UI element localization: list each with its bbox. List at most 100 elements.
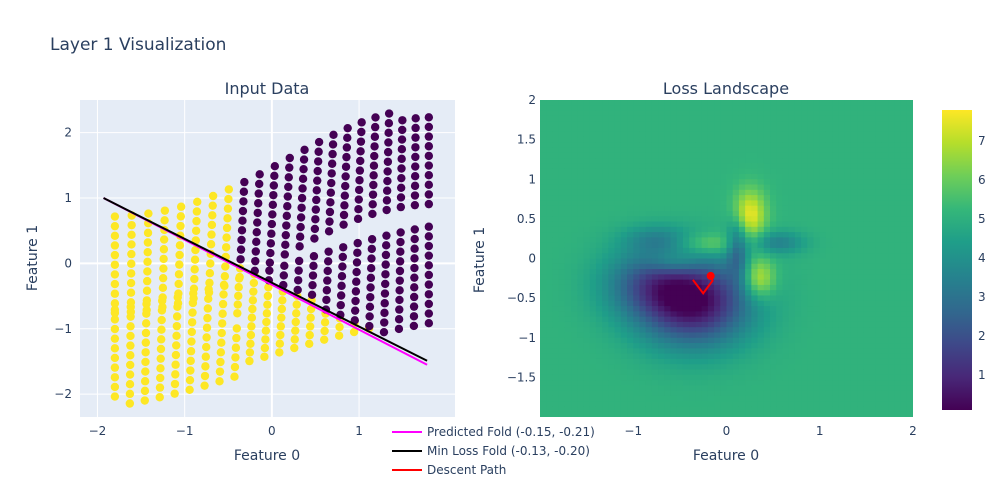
heatmap-cell <box>558 168 566 175</box>
heatmap-cell <box>732 311 740 318</box>
heatmap-cell <box>552 216 560 223</box>
heatmap-cell <box>595 110 603 117</box>
heatmap-cell <box>664 100 672 106</box>
data-point <box>324 227 334 236</box>
heatmap-cell <box>757 242 765 249</box>
heatmap-cell <box>776 210 784 217</box>
data-point <box>280 261 289 270</box>
heatmap-cell <box>906 321 913 328</box>
heatmap-cell <box>757 337 765 344</box>
data-point <box>339 220 348 229</box>
heatmap-cell <box>782 173 790 180</box>
heatmap-cell <box>571 300 578 307</box>
data-point <box>275 339 285 348</box>
heatmap-cell <box>726 205 734 212</box>
heatmap-cell <box>627 168 634 175</box>
heatmap-cell <box>701 237 709 244</box>
heatmap-cell <box>825 290 833 297</box>
heatmap-cell <box>745 195 752 201</box>
heatmap-cell <box>577 390 585 397</box>
heatmap-cell <box>658 311 665 318</box>
heatmap-cell <box>651 131 659 138</box>
data-point <box>223 214 232 223</box>
heatmap-cell <box>900 105 908 112</box>
heatmap-cell <box>770 253 777 260</box>
heatmap-cell <box>564 306 572 312</box>
heatmap-cell <box>695 226 703 233</box>
heatmap-cell <box>571 158 578 164</box>
heatmap-cell <box>875 110 883 117</box>
heatmap-cell <box>664 269 672 275</box>
heatmap-cell <box>682 237 690 244</box>
heatmap-cell <box>844 115 852 122</box>
legend-item-predicted-fold[interactable]: Predicted Fold (-0.15, -0.21) <box>392 425 595 439</box>
heatmap-cell <box>819 253 827 260</box>
data-point <box>410 273 419 282</box>
heatmap-cell <box>776 100 784 106</box>
data-point <box>175 241 185 250</box>
heatmap-cell <box>832 258 839 265</box>
heatmap-cell <box>689 237 697 244</box>
heatmap-cell <box>608 126 616 133</box>
data-point <box>341 172 350 181</box>
heatmap-cell <box>838 406 846 413</box>
heatmap-cell <box>776 136 784 143</box>
heatmap-cell <box>676 374 684 381</box>
heatmap-cell <box>770 258 777 265</box>
heatmap-cell <box>589 411 597 417</box>
heatmap-cell <box>595 380 603 386</box>
heatmap-cell <box>844 121 852 128</box>
heatmap-cell <box>645 401 653 408</box>
heatmap-cell <box>701 163 709 170</box>
heatmap-cell <box>857 364 864 371</box>
heatmap-cell <box>546 100 554 106</box>
heatmap-cell <box>788 380 796 386</box>
heatmap-cell <box>801 380 808 386</box>
heatmap-cell <box>726 263 734 270</box>
heatmap-cell <box>838 401 846 408</box>
heatmap-cell <box>564 184 572 191</box>
heatmap-cell <box>664 115 672 122</box>
legend-item-min-loss-fold[interactable]: Min Loss Fold (-0.13, -0.20) <box>392 444 590 458</box>
heatmap-cell <box>583 152 591 159</box>
heatmap-cell <box>850 348 858 355</box>
heatmap-cell <box>564 221 572 228</box>
heatmap-cell <box>745 221 752 228</box>
heatmap-cell <box>813 306 821 312</box>
heatmap-cell <box>608 242 616 249</box>
data-point <box>384 128 393 138</box>
heatmap-cell <box>546 337 554 344</box>
legend-item-descent-path[interactable]: Descent Path <box>392 463 506 477</box>
heatmap-cell <box>558 232 566 238</box>
heatmap-cell <box>595 205 603 212</box>
heatmap-cell <box>757 253 765 260</box>
heatmap-cell <box>801 200 808 207</box>
heatmap-cell <box>608 279 616 286</box>
heatmap-cell <box>577 253 585 260</box>
heatmap-cell <box>676 126 684 133</box>
heatmap-cell <box>726 136 734 143</box>
data-point <box>110 382 120 392</box>
heatmap-cell <box>850 115 858 122</box>
heatmap-cell <box>595 321 603 328</box>
heatmap-cell <box>838 168 846 175</box>
heatmap-cell <box>782 274 790 281</box>
heatmap-cell <box>825 332 833 339</box>
heatmap-cell <box>689 358 697 365</box>
heatmap-cell <box>869 210 877 217</box>
heatmap-cell <box>695 380 703 386</box>
heatmap-cell <box>552 369 560 376</box>
data-point <box>383 157 393 166</box>
data-point <box>126 351 135 360</box>
heatmap-cell <box>801 385 808 392</box>
heatmap-cell <box>540 300 547 307</box>
heatmap-cell <box>801 205 808 212</box>
heatmap-cell <box>776 385 784 392</box>
data-point <box>365 302 375 311</box>
heatmap-cell <box>869 311 877 318</box>
heatmap-cell <box>726 221 734 228</box>
heatmap-cell <box>645 205 653 212</box>
heatmap-cell <box>633 353 641 360</box>
data-point <box>236 255 245 264</box>
heatmap-cell <box>564 279 572 286</box>
